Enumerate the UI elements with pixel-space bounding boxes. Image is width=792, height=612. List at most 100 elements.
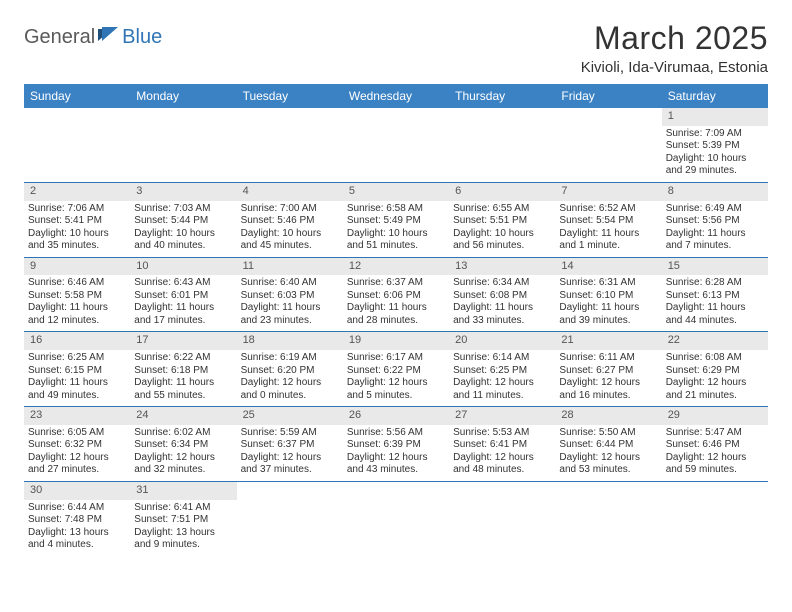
sunrise-text: Sunrise: 6:40 AM — [241, 277, 339, 290]
day-details: Sunrise: 5:53 AMSunset: 6:41 PMDaylight:… — [453, 427, 551, 477]
sunrise-text: Sunrise: 6:46 AM — [28, 277, 126, 290]
sunset-text: Sunset: 6:08 PM — [453, 290, 551, 303]
daylight-text: Daylight: 11 hours and 17 minutes. — [134, 302, 232, 327]
sunrise-text: Sunrise: 5:59 AM — [241, 427, 339, 440]
flag-icon — [98, 27, 120, 48]
calendar-cell: 17Sunrise: 6:22 AMSunset: 6:18 PMDayligh… — [130, 332, 236, 407]
daylight-text: Daylight: 11 hours and 7 minutes. — [666, 228, 764, 253]
sunset-text: Sunset: 6:15 PM — [28, 365, 126, 378]
calendar-cell — [343, 108, 449, 182]
calendar-cell: 26Sunrise: 5:56 AMSunset: 6:39 PMDayligh… — [343, 407, 449, 482]
calendar-cell — [24, 108, 130, 182]
day-header: Friday — [555, 84, 661, 108]
day-number: 5 — [343, 183, 449, 201]
sunrise-text: Sunrise: 6:44 AM — [28, 502, 126, 515]
sunset-text: Sunset: 6:29 PM — [666, 365, 764, 378]
day-details: Sunrise: 6:55 AMSunset: 5:51 PMDaylight:… — [453, 203, 551, 253]
day-number: 29 — [662, 407, 768, 425]
day-number: 6 — [449, 183, 555, 201]
sunset-text: Sunset: 6:25 PM — [453, 365, 551, 378]
sunrise-text: Sunrise: 6:58 AM — [347, 203, 445, 216]
daylight-text: Daylight: 11 hours and 33 minutes. — [453, 302, 551, 327]
daylight-text: Daylight: 11 hours and 44 minutes. — [666, 302, 764, 327]
day-number: 25 — [237, 407, 343, 425]
day-header: Sunday — [24, 84, 130, 108]
day-number: 13 — [449, 258, 555, 276]
daylight-text: Daylight: 12 hours and 27 minutes. — [28, 452, 126, 477]
day-details: Sunrise: 6:25 AMSunset: 6:15 PMDaylight:… — [28, 352, 126, 402]
day-header: Tuesday — [237, 84, 343, 108]
day-details: Sunrise: 6:08 AMSunset: 6:29 PMDaylight:… — [666, 352, 764, 402]
day-number: 19 — [343, 332, 449, 350]
day-details: Sunrise: 5:50 AMSunset: 6:44 PMDaylight:… — [559, 427, 657, 477]
day-header: Thursday — [449, 84, 555, 108]
sunrise-text: Sunrise: 5:56 AM — [347, 427, 445, 440]
day-number: 15 — [662, 258, 768, 276]
day-details: Sunrise: 7:00 AMSunset: 5:46 PMDaylight:… — [241, 203, 339, 253]
sunrise-text: Sunrise: 7:03 AM — [134, 203, 232, 216]
sunset-text: Sunset: 6:27 PM — [559, 365, 657, 378]
day-number: 10 — [130, 258, 236, 276]
sunset-text: Sunset: 6:18 PM — [134, 365, 232, 378]
daylight-text: Daylight: 12 hours and 0 minutes. — [241, 377, 339, 402]
calendar-cell: 15Sunrise: 6:28 AMSunset: 6:13 PMDayligh… — [662, 257, 768, 332]
calendar-cell — [130, 108, 236, 182]
sunset-text: Sunset: 7:48 PM — [28, 514, 126, 527]
daylight-text: Daylight: 12 hours and 32 minutes. — [134, 452, 232, 477]
day-details: Sunrise: 6:52 AMSunset: 5:54 PMDaylight:… — [559, 203, 657, 253]
sunset-text: Sunset: 6:32 PM — [28, 439, 126, 452]
day-number: 14 — [555, 258, 661, 276]
calendar-cell: 12Sunrise: 6:37 AMSunset: 6:06 PMDayligh… — [343, 257, 449, 332]
day-number: 12 — [343, 258, 449, 276]
day-number: 9 — [24, 258, 130, 276]
sunrise-text: Sunrise: 6:22 AM — [134, 352, 232, 365]
calendar-cell: 31Sunrise: 6:41 AMSunset: 7:51 PMDayligh… — [130, 481, 236, 555]
calendar-cell: 1Sunrise: 7:09 AMSunset: 5:39 PMDaylight… — [662, 108, 768, 182]
day-details: Sunrise: 6:14 AMSunset: 6:25 PMDaylight:… — [453, 352, 551, 402]
calendar-cell: 22 Sunrise: 6:08 AMSunset: 6:29 PMDayligh… — [662, 332, 768, 407]
calendar-cell — [555, 108, 661, 182]
sunset-text: Sunset: 6:03 PM — [241, 290, 339, 303]
sunset-text: Sunset: 6:37 PM — [241, 439, 339, 452]
day-details: Sunrise: 7:03 AMSunset: 5:44 PMDaylight:… — [134, 203, 232, 253]
day-header-row: SundayMondayTuesdayWednesdayThursdayFrid… — [24, 84, 768, 108]
sunrise-text: Sunrise: 7:00 AM — [241, 203, 339, 216]
sunrise-text: Sunrise: 6:34 AM — [453, 277, 551, 290]
sunrise-text: Sunrise: 6:02 AM — [134, 427, 232, 440]
calendar-cell: 11Sunrise: 6:40 AMSunset: 6:03 PMDayligh… — [237, 257, 343, 332]
calendar-page: General Blue March 2025 Kivioli, Ida-Vir… — [0, 0, 792, 576]
sunset-text: Sunset: 5:39 PM — [666, 140, 764, 153]
calendar-week: 30Sunrise: 6:44 AMSunset: 7:48 PMDayligh… — [24, 481, 768, 555]
day-details: Sunrise: 6:37 AMSunset: 6:06 PMDaylight:… — [347, 277, 445, 327]
daylight-text: Daylight: 11 hours and 39 minutes. — [559, 302, 657, 327]
day-number: 11 — [237, 258, 343, 276]
title-block: March 2025 Kivioli, Ida-Virumaa, Estonia — [581, 20, 768, 76]
calendar-cell: 18Sunrise: 6:19 AMSunset: 6:20 PMDayligh… — [237, 332, 343, 407]
day-number: 28 — [555, 407, 661, 425]
sunset-text: Sunset: 5:44 PM — [134, 215, 232, 228]
day-header: Wednesday — [343, 84, 449, 108]
daylight-text: Daylight: 10 hours and 40 minutes. — [134, 228, 232, 253]
day-details: Sunrise: 6:28 AMSunset: 6:13 PMDaylight:… — [666, 277, 764, 327]
calendar-week: 16Sunrise: 6:25 AMSunset: 6:15 PMDayligh… — [24, 332, 768, 407]
sunrise-text: Sunrise: 6:14 AM — [453, 352, 551, 365]
day-details: Sunrise: 6:31 AMSunset: 6:10 PMDaylight:… — [559, 277, 657, 327]
calendar-cell — [237, 108, 343, 182]
day-details: Sunrise: 6:43 AMSunset: 6:01 PMDaylight:… — [134, 277, 232, 327]
sunset-text: Sunset: 5:41 PM — [28, 215, 126, 228]
sunset-text: Sunset: 6:44 PM — [559, 439, 657, 452]
calendar-week: 1Sunrise: 7:09 AMSunset: 5:39 PMDaylight… — [24, 108, 768, 182]
sunrise-text: Sunrise: 5:47 AM — [666, 427, 764, 440]
day-number: 22 — [662, 332, 768, 350]
calendar-week: 23Sunrise: 6:05 AMSunset: 6:32 PMDayligh… — [24, 407, 768, 482]
day-number: 24 — [130, 407, 236, 425]
daylight-text: Daylight: 12 hours and 16 minutes. — [559, 377, 657, 402]
calendar-cell: 20Sunrise: 6:14 AMSunset: 6:25 PMDayligh… — [449, 332, 555, 407]
calendar-week: 9Sunrise: 6:46 AMSunset: 5:58 PMDaylight… — [24, 257, 768, 332]
day-details: Sunrise: 6:34 AMSunset: 6:08 PMDaylight:… — [453, 277, 551, 327]
sunrise-text: Sunrise: 6:31 AM — [559, 277, 657, 290]
sunset-text: Sunset: 6:01 PM — [134, 290, 232, 303]
sunrise-text: Sunrise: 6:11 AM — [559, 352, 657, 365]
calendar-cell — [449, 108, 555, 182]
daylight-text: Daylight: 12 hours and 48 minutes. — [453, 452, 551, 477]
